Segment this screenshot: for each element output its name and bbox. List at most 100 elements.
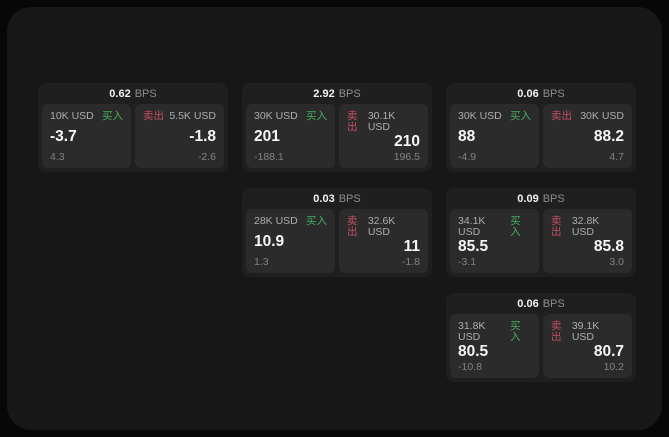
sell-tile-top: 卖出 32.6K USD <box>347 216 420 237</box>
buy-tile-top: 30K USD 买入 <box>458 111 531 122</box>
sell-amount: 32.6K USD <box>367 215 396 238</box>
bps-unit-label: BPS <box>542 297 565 310</box>
buy-tile-top: 30K USD 买入 <box>254 111 327 122</box>
sell-quote-tile[interactable]: 卖出 5.5K USD -1.8 -2.6 <box>135 104 224 168</box>
sell-quote-tile[interactable]: 卖出 39.1K USD 80.7 10.2 <box>543 314 632 378</box>
sell-side-label: 卖出 <box>551 215 562 238</box>
sell-price: 88.2 <box>593 127 624 145</box>
buy-side-label: 买入 <box>510 110 531 122</box>
sell-delta: -2.6 <box>197 150 216 163</box>
quote-card: 0.62 BPS 10K USD 买入 -3.7 4.3 卖出 5.5K USD <box>38 83 228 172</box>
bps-header: 2.92 BPS <box>246 83 428 104</box>
sell-delta: 196.5 <box>393 150 420 163</box>
quote-body: 31.8K USD 买入 80.5 -10.8 卖出 39.1K USD 80.… <box>450 314 632 378</box>
buy-price: 201 <box>254 127 280 145</box>
sell-side-label: 卖出 <box>347 110 358 133</box>
sell-quote-tile[interactable]: 卖出 32.6K USD 11 -1.8 <box>339 209 428 273</box>
buy-quote-tile[interactable]: 34.1K USD 买入 85.5 -3.1 <box>450 209 539 273</box>
buy-amount: 28K USD <box>254 215 298 227</box>
sell-price: 11 <box>403 238 420 255</box>
quote-grid: 0.62 BPS 10K USD 买入 -3.7 4.3 卖出 5.5K USD <box>38 83 636 382</box>
quote-body: 28K USD 买入 10.9 1.3 卖出 32.6K USD 11 -1.8 <box>246 209 428 273</box>
quote-card: 2.92 BPS 30K USD 买入 201 -188.1 卖出 30.1K … <box>242 83 432 172</box>
buy-delta: -10.8 <box>458 360 482 373</box>
buy-tile-top: 28K USD 买入 <box>254 216 327 227</box>
buy-amount: 30K USD <box>458 110 502 122</box>
quote-body: 34.1K USD 买入 85.5 -3.1 卖出 32.8K USD 85.8… <box>450 209 632 273</box>
buy-price: -3.7 <box>50 127 77 145</box>
buy-amount: 30K USD <box>254 110 298 122</box>
buy-delta: -188.1 <box>254 150 284 163</box>
quote-card: 0.06 BPS 31.8K USD 买入 80.5 -10.8 卖出 39.1… <box>446 293 636 382</box>
quote-body: 30K USD 买入 88 -4.9 卖出 30K USD 88.2 4.7 <box>450 104 632 168</box>
buy-delta: -4.9 <box>458 150 477 163</box>
app-window: 0.62 BPS 10K USD 买入 -3.7 4.3 卖出 5.5K USD <box>7 7 662 430</box>
buy-price: 85.5 <box>458 238 489 255</box>
buy-amount: 10K USD <box>50 110 94 122</box>
sell-quote-tile[interactable]: 卖出 32.8K USD 85.8 3.0 <box>543 209 632 273</box>
sell-side-label: 卖出 <box>551 110 572 122</box>
sell-quote-tile[interactable]: 卖出 30.1K USD 210 196.5 <box>339 104 428 168</box>
sell-delta: 3.0 <box>609 255 624 268</box>
bps-value: 0.09 <box>517 192 539 205</box>
buy-side-label: 买入 <box>102 110 123 122</box>
sell-amount: 32.8K USD <box>571 215 600 238</box>
buy-quote-tile[interactable]: 31.8K USD 买入 80.5 -10.8 <box>450 314 539 378</box>
sell-delta: 4.7 <box>609 150 624 163</box>
bps-header: 0.06 BPS <box>450 83 632 104</box>
buy-tile-top: 31.8K USD 买入 <box>458 321 531 342</box>
buy-amount: 31.8K USD <box>458 320 486 343</box>
buy-side-label: 买入 <box>306 215 327 227</box>
bps-value: 0.06 <box>517 297 539 310</box>
buy-delta: -3.1 <box>458 255 477 268</box>
buy-price: 88 <box>458 127 476 145</box>
quote-card: 0.06 BPS 30K USD 买入 88 -4.9 卖出 30K USD <box>446 83 636 172</box>
buy-delta: 1.3 <box>254 255 269 268</box>
bps-unit-label: BPS <box>542 87 565 100</box>
sell-tile-top: 卖出 30.1K USD <box>347 111 420 132</box>
sell-amount: 30K USD <box>580 110 624 122</box>
bps-value: 2.92 <box>313 87 335 100</box>
buy-amount: 34.1K USD <box>458 215 486 238</box>
sell-amount: 5.5K USD <box>169 110 216 122</box>
buy-tile-top: 34.1K USD 买入 <box>458 216 531 237</box>
bps-header: 0.09 BPS <box>450 188 632 209</box>
bps-header: 0.03 BPS <box>246 188 428 209</box>
sell-side-label: 卖出 <box>347 215 358 238</box>
sell-quote-tile[interactable]: 卖出 30K USD 88.2 4.7 <box>543 104 632 168</box>
buy-side-label: 买入 <box>510 215 521 238</box>
buy-price: 80.5 <box>458 343 489 360</box>
sell-side-label: 卖出 <box>143 110 164 122</box>
quote-card: 0.09 BPS 34.1K USD 买入 85.5 -3.1 卖出 32.8K… <box>446 188 636 277</box>
sell-tile-top: 卖出 39.1K USD <box>551 321 624 342</box>
quote-body: 10K USD 买入 -3.7 4.3 卖出 5.5K USD -1.8 -2.… <box>42 104 224 168</box>
sell-delta: 10.2 <box>603 360 624 373</box>
sell-price: 210 <box>394 133 420 150</box>
sell-tile-top: 卖出 30K USD <box>551 111 624 122</box>
bps-unit-label: BPS <box>134 87 157 100</box>
buy-delta: 4.3 <box>50 150 65 163</box>
bps-unit-label: BPS <box>338 192 361 205</box>
buy-quote-tile[interactable]: 10K USD 买入 -3.7 4.3 <box>42 104 131 168</box>
sell-amount: 39.1K USD <box>571 320 600 343</box>
buy-tile-top: 10K USD 买入 <box>50 111 123 122</box>
quote-body: 30K USD 买入 201 -188.1 卖出 30.1K USD 210 1… <box>246 104 428 168</box>
buy-side-label: 买入 <box>510 320 521 343</box>
buy-quote-tile[interactable]: 28K USD 买入 10.9 1.3 <box>246 209 335 273</box>
quote-card: 0.03 BPS 28K USD 买入 10.9 1.3 卖出 32.6K US… <box>242 188 432 277</box>
bps-value: 0.62 <box>109 87 131 100</box>
bps-unit-label: BPS <box>338 87 361 100</box>
sell-amount: 30.1K USD <box>367 110 396 133</box>
bps-header: 0.62 BPS <box>42 83 224 104</box>
buy-quote-tile[interactable]: 30K USD 买入 201 -188.1 <box>246 104 335 168</box>
buy-side-label: 买入 <box>306 110 327 122</box>
sell-price: 85.8 <box>593 238 624 255</box>
sell-tile-top: 卖出 5.5K USD <box>143 111 216 122</box>
buy-quote-tile[interactable]: 30K USD 买入 88 -4.9 <box>450 104 539 168</box>
sell-delta: -1.8 <box>401 255 420 268</box>
bps-value: 0.03 <box>313 192 335 205</box>
buy-price: 10.9 <box>254 232 285 250</box>
bps-unit-label: BPS <box>542 192 565 205</box>
bps-value: 0.06 <box>517 87 539 100</box>
sell-price: -1.8 <box>189 127 216 145</box>
